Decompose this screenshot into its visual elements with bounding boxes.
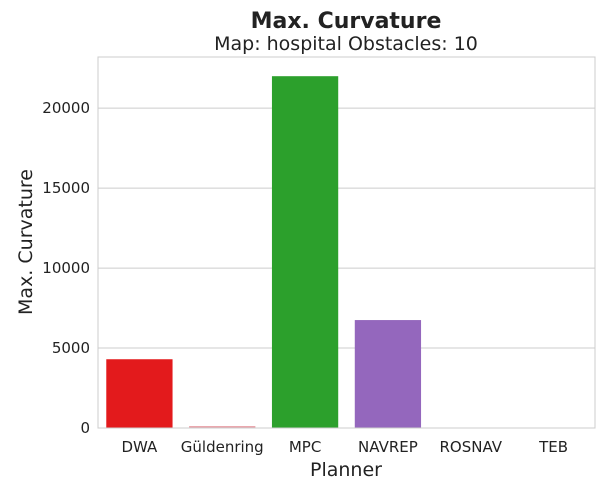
x-axis-label: Planner	[310, 459, 382, 481]
x-tick-label: NAVREP	[358, 438, 418, 456]
y-tick-label: 0	[80, 419, 90, 437]
y-tick-labels: 0 5000 10000 15000 20000	[42, 99, 90, 437]
gridlines	[98, 107, 595, 349]
x-tick-label: MPC	[289, 438, 321, 456]
plot-frame	[97, 56, 596, 429]
x-tick-label: Güldenring	[181, 438, 264, 456]
bars	[106, 76, 587, 429]
x-tick-label: TEB	[538, 438, 568, 456]
y-tick-label: 15000	[42, 179, 90, 197]
x-tick-labels: DWA Güldenring MPC NAVREP ROSNAV TEB	[122, 438, 569, 456]
y-axis-label: Max. Curvature	[15, 169, 37, 315]
y-tick-label: 5000	[52, 339, 90, 357]
bar-dwa	[106, 359, 173, 428]
chart-subtitle: Map: hospital Obstacles: 10	[214, 33, 478, 55]
chart-title: Max. Curvature	[251, 9, 442, 34]
x-tick-label: DWA	[122, 438, 159, 456]
bar-g-ldenring	[189, 426, 256, 428]
y-tick-label: 20000	[42, 99, 90, 117]
bar-navrep	[354, 320, 422, 428]
y-tick-label: 10000	[42, 259, 90, 277]
bar-mpc	[271, 76, 339, 429]
x-tick-label: ROSNAV	[439, 438, 502, 456]
